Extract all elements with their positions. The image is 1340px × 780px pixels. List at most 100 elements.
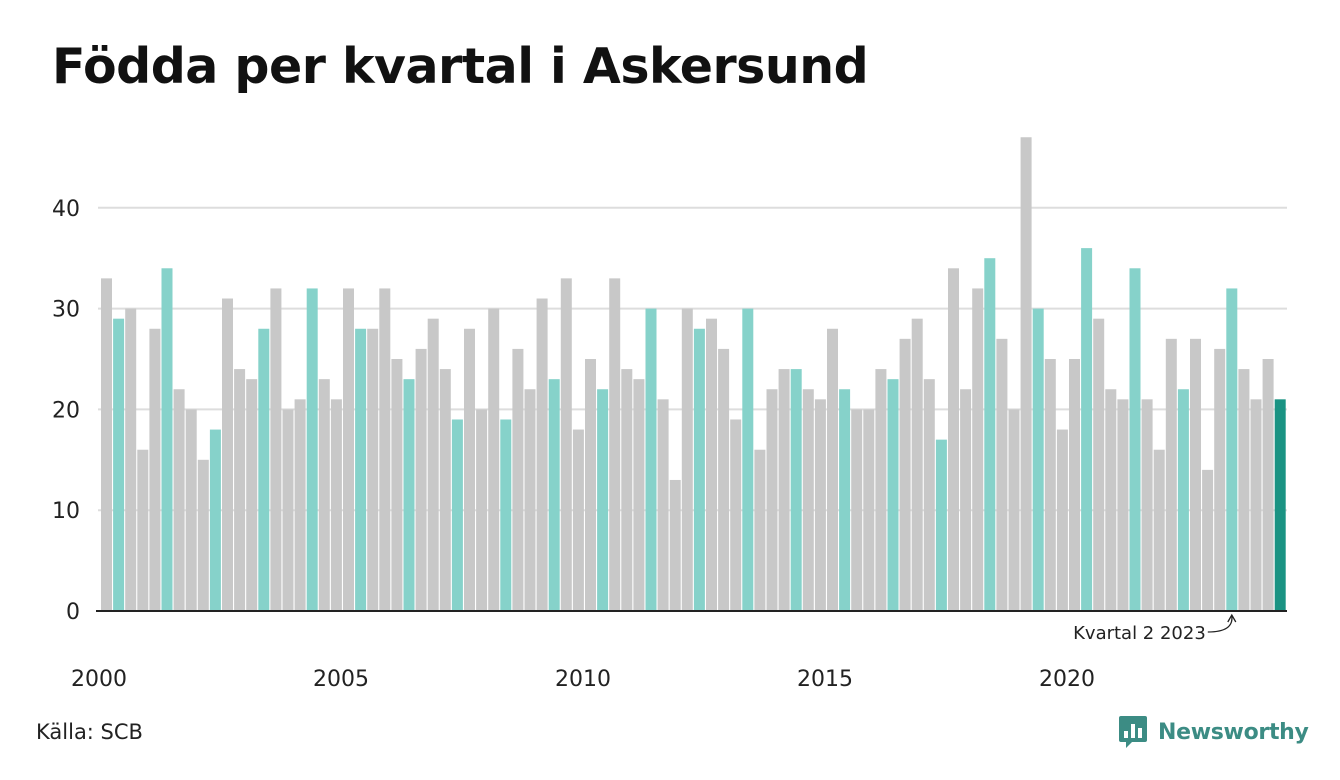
- y-tick-label: 20: [52, 398, 80, 423]
- bar: [875, 369, 887, 611]
- bar: [1202, 469, 1214, 611]
- y-tick-label: 0: [66, 600, 80, 625]
- bar: [863, 409, 875, 611]
- bar: [1020, 137, 1032, 612]
- bar: [1165, 338, 1177, 611]
- bar: [161, 268, 173, 611]
- bar: [173, 389, 185, 611]
- x-axis-ticks: 2000 2005 2010 2015 2020: [71, 667, 1095, 692]
- bar: [960, 389, 972, 611]
- bar: [1105, 389, 1117, 611]
- bar: [1250, 399, 1262, 611]
- x-tick-label: 2015: [797, 667, 853, 692]
- bar: [548, 379, 560, 611]
- chart-title: Födda per kvartal i Askersund: [52, 38, 869, 95]
- bar: [258, 328, 270, 611]
- bar: [1056, 429, 1068, 611]
- bar: [742, 308, 754, 611]
- bar: [524, 389, 536, 611]
- bar: [149, 328, 161, 611]
- bar: [306, 288, 318, 611]
- bar: [693, 328, 705, 611]
- bar: [827, 328, 838, 611]
- source-note: Källa: SCB: [36, 720, 143, 744]
- bar: [391, 359, 403, 611]
- bar: [464, 328, 475, 611]
- bar: [282, 409, 294, 611]
- bar: [113, 318, 125, 611]
- bar: [403, 379, 415, 611]
- bar-chart-logo-icon: [1119, 716, 1147, 748]
- x-tick-label: 2005: [313, 667, 369, 692]
- bar: [669, 479, 681, 611]
- annotation-label: Kvartal 2 2023: [1073, 623, 1206, 644]
- y-axis-ticks: 0 10 20 30 40: [52, 197, 80, 625]
- bar: [294, 399, 306, 611]
- annotation: Kvartal 2 2023: [1073, 613, 1237, 644]
- bar: [935, 439, 947, 611]
- bar: [621, 369, 633, 611]
- bar: [948, 268, 959, 611]
- bar: [790, 369, 802, 611]
- bar: [101, 278, 112, 611]
- bar: [488, 308, 500, 611]
- bar-chart: 0 10 20 30 40 2000 2005 2010 2015 2020 Kvartal 2…: [52, 137, 1287, 692]
- bar: [222, 298, 233, 611]
- bar: [839, 389, 851, 611]
- bar: [972, 288, 984, 611]
- bar: [1093, 318, 1105, 611]
- y-tick-label: 30: [52, 298, 80, 323]
- bar: [718, 348, 730, 611]
- bar: [209, 429, 221, 611]
- bar: [778, 369, 790, 611]
- bar: [996, 338, 1008, 611]
- bar: [439, 369, 451, 611]
- x-tick-label: 2010: [555, 667, 611, 692]
- bar: [379, 288, 391, 611]
- bar: [476, 409, 488, 611]
- newsworthy-logo: Newsworthy: [1118, 712, 1309, 752]
- bar: [585, 359, 596, 611]
- bar: [415, 348, 427, 611]
- bar: [1117, 399, 1129, 611]
- bar: [706, 318, 717, 611]
- bar: [814, 399, 826, 611]
- bar: [343, 288, 354, 611]
- x-tick-label: 2020: [1039, 667, 1095, 692]
- bar: [923, 379, 935, 611]
- bar: [657, 399, 669, 611]
- bar: [512, 348, 524, 611]
- bar: [1214, 348, 1226, 611]
- bar: [246, 379, 258, 611]
- bar: [125, 308, 137, 611]
- bar: [645, 308, 657, 611]
- bar: [1129, 268, 1141, 611]
- y-tick-label: 40: [52, 197, 80, 222]
- bar: [137, 449, 149, 611]
- bar: [633, 379, 645, 611]
- bar: [185, 409, 197, 611]
- bar: [1044, 359, 1056, 611]
- bar: [766, 389, 778, 611]
- bar: [802, 389, 814, 611]
- annotation-arrow: [1207, 615, 1233, 633]
- bar: [367, 328, 379, 611]
- bar: [681, 308, 693, 611]
- bar: [1008, 409, 1020, 611]
- bar: [318, 379, 330, 611]
- bar: [1190, 338, 1201, 611]
- bar: [560, 278, 572, 611]
- annotation-arrowhead: [1227, 613, 1237, 623]
- y-tick-label: 10: [52, 499, 80, 524]
- brand-name: Newsworthy: [1158, 719, 1309, 745]
- bar: [1069, 359, 1080, 611]
- bar: [851, 409, 863, 611]
- bar: [355, 328, 367, 611]
- bar: [899, 338, 911, 611]
- bar: [451, 419, 463, 611]
- bar: [1032, 308, 1044, 611]
- bar: [597, 389, 609, 611]
- bar: [1141, 399, 1153, 611]
- bar: [1226, 288, 1238, 611]
- bar: [427, 318, 439, 611]
